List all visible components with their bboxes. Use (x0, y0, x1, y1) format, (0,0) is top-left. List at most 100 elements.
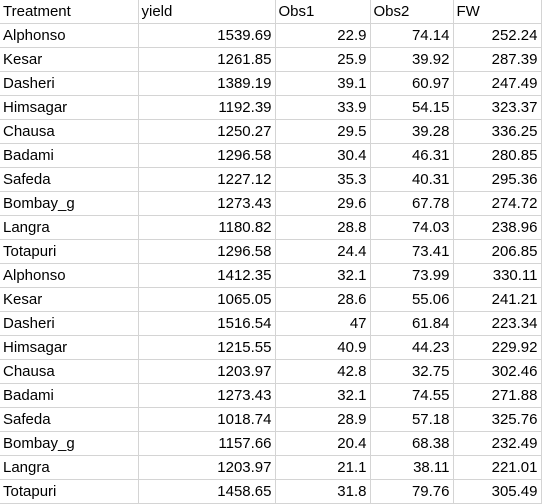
cell-obs1[interactable]: 30.4 (275, 143, 371, 168)
cell-obs1[interactable]: 28.8 (275, 215, 371, 240)
cell-obs1[interactable]: 32.1 (275, 383, 371, 408)
cell-obs2[interactable]: 39.92 (370, 47, 454, 72)
cell-yield[interactable]: 1227.12 (138, 167, 276, 192)
cell-fw[interactable]: 274.72 (453, 191, 542, 216)
cell-treatment[interactable]: Chausa (0, 359, 139, 384)
cell-obs2[interactable]: 73.41 (370, 239, 454, 264)
cell-obs2[interactable]: 57.18 (370, 407, 454, 432)
cell-yield[interactable]: 1389.19 (138, 71, 276, 96)
cell-fw[interactable]: 323.37 (453, 95, 542, 120)
cell-yield[interactable]: 1250.27 (138, 119, 276, 144)
cell-yield[interactable]: 1157.66 (138, 431, 276, 456)
cell-obs1[interactable]: 29.6 (275, 191, 371, 216)
header-cell-fw[interactable]: FW (453, 0, 542, 24)
cell-fw[interactable]: 280.85 (453, 143, 542, 168)
cell-yield[interactable]: 1065.05 (138, 287, 276, 312)
cell-obs2[interactable]: 44.23 (370, 335, 454, 360)
cell-fw[interactable]: 295.36 (453, 167, 542, 192)
cell-fw[interactable]: 241.21 (453, 287, 542, 312)
cell-treatment[interactable]: Langra (0, 215, 139, 240)
cell-fw[interactable]: 232.49 (453, 431, 542, 456)
cell-obs2[interactable]: 68.38 (370, 431, 454, 456)
cell-obs1[interactable]: 25.9 (275, 47, 371, 72)
cell-treatment[interactable]: Totapuri (0, 239, 139, 264)
cell-fw[interactable]: 336.25 (453, 119, 542, 144)
cell-obs2[interactable]: 73.99 (370, 263, 454, 288)
cell-obs1[interactable]: 22.9 (275, 23, 371, 48)
cell-obs1[interactable]: 39.1 (275, 71, 371, 96)
cell-fw[interactable]: 302.46 (453, 359, 542, 384)
cell-treatment[interactable]: Alphonso (0, 23, 139, 48)
cell-yield[interactable]: 1215.55 (138, 335, 276, 360)
cell-yield[interactable]: 1296.58 (138, 143, 276, 168)
cell-obs1[interactable]: 29.5 (275, 119, 371, 144)
cell-yield[interactable]: 1203.97 (138, 359, 276, 384)
cell-treatment[interactable]: Himsagar (0, 335, 139, 360)
cell-treatment[interactable]: Kesar (0, 47, 139, 72)
cell-obs1[interactable]: 28.6 (275, 287, 371, 312)
cell-fw[interactable]: 229.92 (453, 335, 542, 360)
cell-obs1[interactable]: 40.9 (275, 335, 371, 360)
cell-yield[interactable]: 1192.39 (138, 95, 276, 120)
cell-treatment[interactable]: Bombay_g (0, 431, 139, 456)
header-cell-yield[interactable]: yield (138, 0, 276, 24)
cell-treatment[interactable]: Safeda (0, 167, 139, 192)
cell-treatment[interactable]: Alphonso (0, 263, 139, 288)
cell-obs2[interactable]: 46.31 (370, 143, 454, 168)
cell-fw[interactable]: 271.88 (453, 383, 542, 408)
cell-obs1[interactable]: 21.1 (275, 455, 371, 480)
cell-fw[interactable]: 238.96 (453, 215, 542, 240)
cell-fw[interactable]: 330.11 (453, 263, 542, 288)
cell-treatment[interactable]: Langra (0, 455, 139, 480)
cell-obs1[interactable]: 33.9 (275, 95, 371, 120)
cell-yield[interactable]: 1273.43 (138, 383, 276, 408)
cell-yield[interactable]: 1180.82 (138, 215, 276, 240)
cell-treatment[interactable]: Dasheri (0, 71, 139, 96)
cell-fw[interactable]: 206.85 (453, 239, 542, 264)
cell-treatment[interactable]: Badami (0, 143, 139, 168)
cell-fw[interactable]: 305.49 (453, 479, 542, 504)
cell-yield[interactable]: 1412.35 (138, 263, 276, 288)
cell-obs1[interactable]: 47 (275, 311, 371, 336)
cell-yield[interactable]: 1203.97 (138, 455, 276, 480)
cell-yield[interactable]: 1273.43 (138, 191, 276, 216)
cell-obs2[interactable]: 60.97 (370, 71, 454, 96)
cell-obs1[interactable]: 32.1 (275, 263, 371, 288)
cell-treatment[interactable]: Bombay_g (0, 191, 139, 216)
cell-yield[interactable]: 1018.74 (138, 407, 276, 432)
header-cell-obs2[interactable]: Obs2 (370, 0, 454, 24)
cell-yield[interactable]: 1539.69 (138, 23, 276, 48)
cell-obs2[interactable]: 54.15 (370, 95, 454, 120)
cell-fw[interactable]: 252.24 (453, 23, 542, 48)
cell-treatment[interactable]: Dasheri (0, 311, 139, 336)
cell-obs2[interactable]: 39.28 (370, 119, 454, 144)
cell-obs2[interactable]: 74.03 (370, 215, 454, 240)
cell-obs1[interactable]: 20.4 (275, 431, 371, 456)
cell-obs1[interactable]: 42.8 (275, 359, 371, 384)
cell-treatment[interactable]: Badami (0, 383, 139, 408)
cell-fw[interactable]: 247.49 (453, 71, 542, 96)
cell-yield[interactable]: 1261.85 (138, 47, 276, 72)
cell-obs2[interactable]: 79.76 (370, 479, 454, 504)
cell-obs2[interactable]: 40.31 (370, 167, 454, 192)
cell-fw[interactable]: 223.34 (453, 311, 542, 336)
cell-obs2[interactable]: 55.06 (370, 287, 454, 312)
cell-obs1[interactable]: 31.8 (275, 479, 371, 504)
cell-treatment[interactable]: Kesar (0, 287, 139, 312)
cell-obs2[interactable]: 67.78 (370, 191, 454, 216)
cell-fw[interactable]: 287.39 (453, 47, 542, 72)
cell-obs1[interactable]: 24.4 (275, 239, 371, 264)
cell-obs1[interactable]: 35.3 (275, 167, 371, 192)
cell-fw[interactable]: 325.76 (453, 407, 542, 432)
cell-yield[interactable]: 1458.65 (138, 479, 276, 504)
cell-obs2[interactable]: 74.14 (370, 23, 454, 48)
cell-treatment[interactable]: Totapuri (0, 479, 139, 504)
cell-obs2[interactable]: 38.11 (370, 455, 454, 480)
cell-obs2[interactable]: 74.55 (370, 383, 454, 408)
cell-yield[interactable]: 1516.54 (138, 311, 276, 336)
cell-obs2[interactable]: 61.84 (370, 311, 454, 336)
cell-yield[interactable]: 1296.58 (138, 239, 276, 264)
cell-treatment[interactable]: Safeda (0, 407, 139, 432)
header-cell-obs1[interactable]: Obs1 (275, 0, 371, 24)
cell-fw[interactable]: 221.01 (453, 455, 542, 480)
